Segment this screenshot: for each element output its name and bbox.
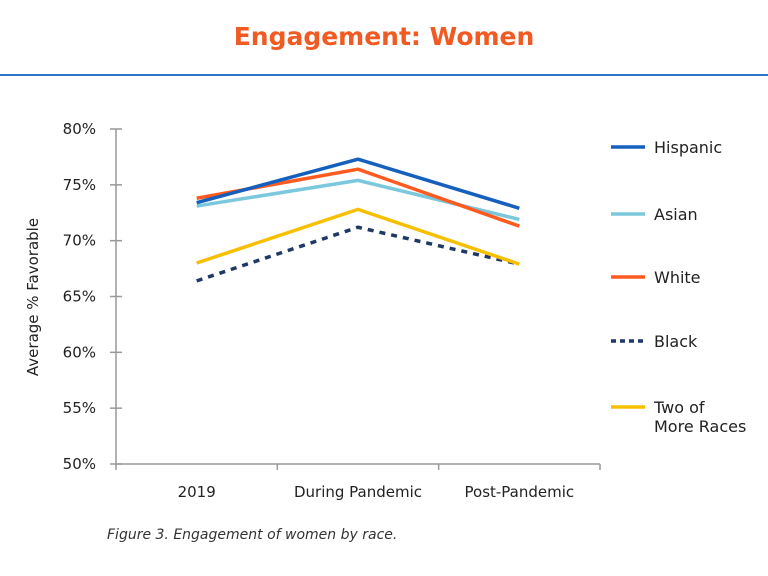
x-tick-label: During Pandemic xyxy=(294,483,422,501)
series-line-two-of-more-races xyxy=(196,207,520,266)
figure-caption: Figure 3. Engagement of women by race. xyxy=(107,527,398,543)
series-line-hispanic xyxy=(196,157,520,210)
y-tick-label: 65% xyxy=(63,288,96,306)
x-tick-label: Post-Pandemic xyxy=(465,483,575,501)
legend-label: Asian xyxy=(654,205,698,224)
title-divider xyxy=(0,74,768,76)
legend-label: White xyxy=(654,268,701,287)
y-tick-label: 50% xyxy=(63,455,96,473)
y-tick-label: 80% xyxy=(63,120,96,138)
series-line-asian xyxy=(196,178,520,222)
x-tick-label: 2019 xyxy=(178,483,216,501)
legend-label: Two of More Races xyxy=(653,398,746,436)
chart-title: Engagement: Women xyxy=(233,22,535,51)
y-tick-label: 60% xyxy=(63,343,96,361)
y-tick-label: 55% xyxy=(63,399,96,417)
y-tick-label: 70% xyxy=(63,232,96,250)
legend-label: Black xyxy=(654,332,698,351)
legend-label: Hispanic xyxy=(654,138,722,157)
series-line-black xyxy=(196,225,520,283)
y-tick-label: 75% xyxy=(63,176,96,194)
y-axis-label: Average % Favorable xyxy=(24,218,42,376)
